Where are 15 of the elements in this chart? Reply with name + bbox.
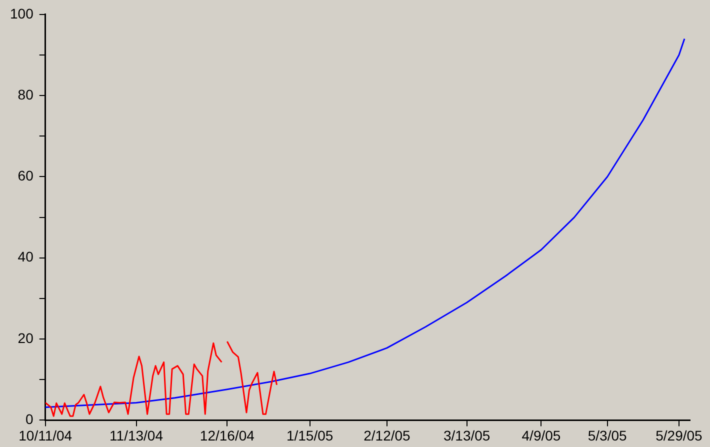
x-tick-label: 3/13/05 bbox=[443, 427, 490, 444]
x-tick-label: 5/29/05 bbox=[656, 427, 703, 444]
y-tick-label: 100 bbox=[10, 5, 34, 22]
y-tick-label: 0 bbox=[26, 411, 34, 428]
y-tick-label: 40 bbox=[18, 248, 34, 265]
x-tick-label: 1/15/05 bbox=[286, 427, 334, 444]
y-tick-label: 20 bbox=[18, 330, 34, 346]
x-tick-label: 12/16/04 bbox=[200, 427, 255, 444]
y-tick-label: 60 bbox=[18, 168, 34, 184]
x-tick-label: 10/11/04 bbox=[18, 427, 72, 444]
y-tick-label: 80 bbox=[18, 86, 34, 102]
x-tick-label: 2/12/05 bbox=[364, 427, 411, 444]
x-tick-label: 5/3/05 bbox=[588, 427, 628, 444]
x-tick-label: 4/9/05 bbox=[522, 427, 561, 444]
x-tick-label: 11/13/04 bbox=[110, 427, 164, 444]
